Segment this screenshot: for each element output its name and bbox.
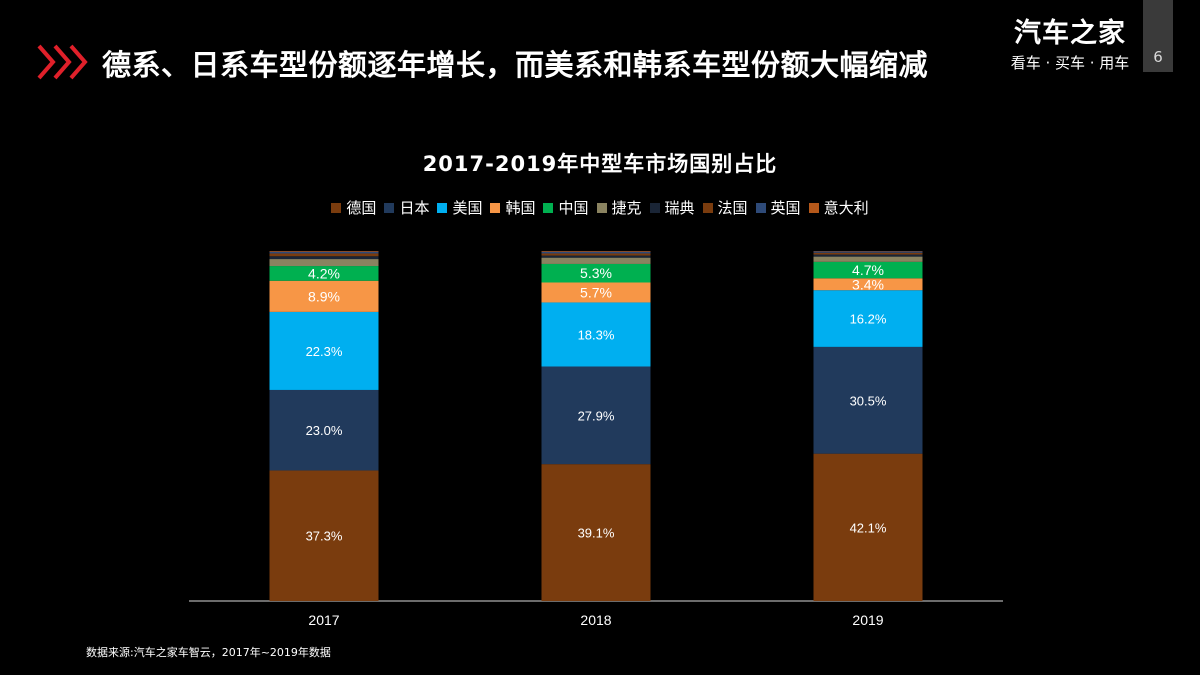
data-label: 16.2% xyxy=(850,312,887,327)
brand-logo: 汽车之家 看车 · 买车 · 用车 xyxy=(1005,18,1135,73)
legend-item: 德国 xyxy=(331,197,376,218)
legend-label: 日本 xyxy=(399,199,430,217)
data-label: 5.7% xyxy=(580,284,612,300)
brand-name: 汽车之家 xyxy=(1014,18,1126,49)
data-label: 5.3% xyxy=(580,265,612,281)
data-label: 42.1% xyxy=(850,520,887,535)
bar-segment xyxy=(813,453,923,601)
legend-label: 中国 xyxy=(558,199,589,217)
bar-segment xyxy=(541,302,651,367)
data-label: 22.3% xyxy=(306,344,343,359)
bar-segment xyxy=(269,389,379,471)
data-source-note: 数据来源:汽车之家车智云，2017年~2019年数据 xyxy=(86,646,331,659)
legend-swatch xyxy=(384,202,395,213)
bar-segment xyxy=(269,280,379,312)
bar-segment xyxy=(541,366,651,465)
x-tick-label: 2017 xyxy=(308,612,339,628)
legend-swatch xyxy=(437,202,448,213)
legend-swatch xyxy=(490,202,501,213)
legend-swatch xyxy=(702,202,713,213)
legend-swatch xyxy=(755,202,766,213)
legend-swatch xyxy=(649,202,660,213)
legend-label: 美国 xyxy=(452,199,483,217)
data-label: 4.7% xyxy=(852,262,884,278)
legend-swatch xyxy=(543,202,554,213)
slide-header: 德系、日系车型份额逐年增长，而美系和韩系车型份额大幅缩减 汽车之家 看车 · 买… xyxy=(0,0,1200,100)
data-label: 30.5% xyxy=(850,393,887,408)
x-tick-label: 2018 xyxy=(580,612,611,628)
bar-segment xyxy=(269,259,379,267)
legend-item: 捷克 xyxy=(596,197,642,218)
legend-item: 韩国 xyxy=(490,197,535,218)
bar-segment xyxy=(269,253,379,257)
bar-segment xyxy=(541,257,651,264)
bar-segment xyxy=(813,278,923,291)
brand-slogan: 看车 · 买车 · 用车 xyxy=(1010,54,1130,72)
x-tick-label: 2019 xyxy=(852,612,883,628)
bar-segment xyxy=(541,253,651,256)
data-label: 23.0% xyxy=(306,423,343,438)
legend-swatch xyxy=(808,202,819,213)
legend-item: 法国 xyxy=(702,197,748,218)
legend-item: 中国 xyxy=(543,197,589,218)
data-label: 27.9% xyxy=(578,408,615,423)
chart-legend: 德国 日本 美国 韩国 中国 捷克 瑞典 法国 英国 意大利 xyxy=(0,197,1200,218)
legend-label: 英国 xyxy=(770,199,801,217)
bar-segment xyxy=(269,251,379,254)
chevron-arrows-icon xyxy=(37,44,88,80)
legend-item: 美国 xyxy=(437,197,482,218)
bar-segment xyxy=(813,346,923,454)
legend-label: 意大利 xyxy=(823,199,869,217)
bar-segment xyxy=(813,261,923,279)
legend-label: 捷克 xyxy=(611,199,642,217)
bar-segment xyxy=(813,256,923,262)
bar-segment xyxy=(813,254,923,257)
legend-label: 德国 xyxy=(346,199,377,217)
chart-title: 2017-2019年中型车市场国别占比 xyxy=(422,152,778,176)
bar-segment xyxy=(269,251,379,252)
legend-swatch xyxy=(596,202,607,213)
data-label: 3.4% xyxy=(852,276,884,292)
legend-label: 瑞典 xyxy=(664,199,695,217)
legend-item: 英国 xyxy=(755,197,801,218)
bar-segment xyxy=(813,290,923,347)
page-number: 6 xyxy=(1153,48,1163,66)
bar-segment xyxy=(541,282,651,303)
data-label: 4.2% xyxy=(308,265,340,281)
legend-item: 意大利 xyxy=(808,197,869,218)
data-label: 8.9% xyxy=(308,288,340,304)
bar-segment xyxy=(269,470,379,601)
legend-label: 韩国 xyxy=(505,199,536,217)
legend-item: 日本 xyxy=(384,197,429,218)
slide-title: 德系、日系车型份额逐年增长，而美系和韩系车型份额大幅缩减 xyxy=(102,48,929,82)
bar-segment xyxy=(269,266,379,281)
legend-swatch xyxy=(331,202,342,213)
bar-segment xyxy=(541,255,651,258)
bar-segment xyxy=(541,251,651,254)
bar-segment xyxy=(541,263,651,283)
legend-item: 瑞典 xyxy=(649,197,695,218)
bar-segment xyxy=(269,311,379,390)
bar-segment xyxy=(541,464,651,601)
page-number-box: 6 xyxy=(1143,0,1173,72)
data-label: 39.1% xyxy=(578,526,615,541)
data-label: 37.3% xyxy=(306,529,343,544)
data-label: 18.3% xyxy=(578,327,615,342)
bar-segment xyxy=(541,251,651,252)
bar-segment xyxy=(813,251,923,253)
bar-segment xyxy=(813,252,923,255)
bar-segment xyxy=(269,256,379,260)
legend-label: 法国 xyxy=(717,199,748,217)
